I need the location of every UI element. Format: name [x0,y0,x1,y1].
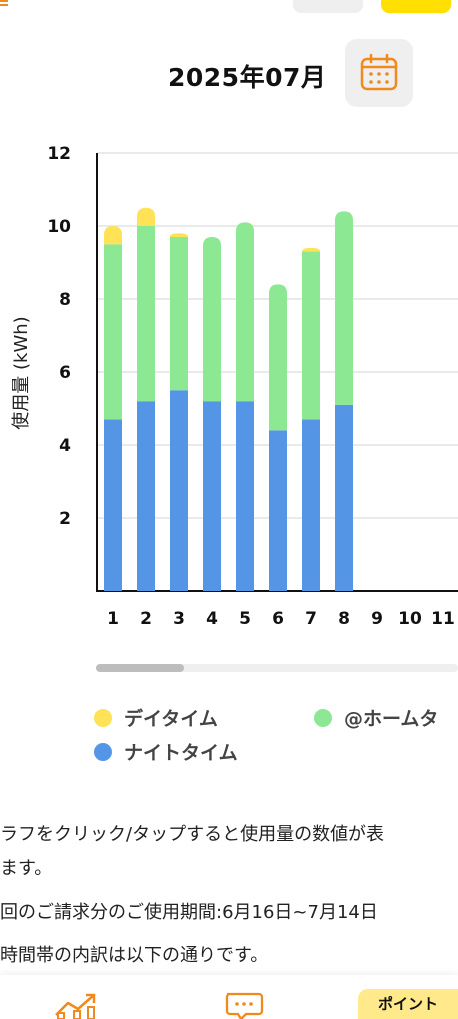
bar-segment[interactable] [236,222,254,402]
y-axis-label: 使用量 (kWh) [11,316,32,429]
point-button[interactable]: ポイント [358,989,458,1019]
y-tick-label: 10 [47,217,71,237]
x-tick-label[interactable]: 6 [272,609,284,629]
x-tick-label[interactable]: 7 [305,609,317,629]
x-tick-label[interactable]: 5 [239,609,251,629]
y-tick-label: 12 [47,144,71,164]
note-line-1b: ます。 [0,858,53,879]
bar-segment[interactable] [302,251,320,420]
bar-segment[interactable] [137,226,155,402]
bar-segment[interactable] [236,401,254,591]
chart-scrollbar[interactable] [96,664,458,672]
legend-dot-home [314,708,332,727]
bar-segment[interactable] [302,419,320,591]
top-button-right[interactable] [381,0,451,13]
legend-night[interactable]: ナイトタイム [94,738,238,765]
bar-segment[interactable] [104,244,122,420]
x-tick-label[interactable]: 2 [140,609,152,629]
bar-segment[interactable] [203,401,221,591]
calendar-button[interactable] [345,39,413,107]
y-tick-label: 2 [59,509,71,529]
bar-segment[interactable] [335,404,353,591]
legend-label-day: デイタイム [124,708,218,730]
legend-home[interactable]: @ホームタ [314,704,438,731]
bar-segment[interactable] [203,236,221,402]
bar-segment[interactable] [137,207,155,226]
bar-segment[interactable] [104,419,122,591]
bar-segment[interactable] [104,226,122,245]
x-tick-label[interactable]: 1 [107,609,119,629]
menu-icon[interactable] [0,0,8,13]
y-tick-label: 6 [59,363,71,383]
bar-segment[interactable] [302,247,320,252]
month-title: 2025年07月 [168,63,327,92]
x-tick-label[interactable]: 3 [173,609,185,629]
y-tick-label: 8 [59,290,71,310]
bar-segment[interactable] [335,211,353,405]
note-line-1: ラフをクリック/タップすると使用量の数値が表 [0,824,385,845]
bar-segment[interactable] [269,284,287,431]
bar-segment[interactable] [170,390,188,591]
note-line-2: 回のご請求分のご使用期間:6月16日~7月14日 [0,902,378,923]
top-button-left[interactable] [293,0,363,13]
y-tick-label: 4 [59,436,71,456]
bar-segment[interactable] [137,401,155,591]
x-tick-label[interactable]: 9 [371,609,383,629]
x-tick-label[interactable]: 10 [398,609,422,629]
calendar-icon [360,53,398,91]
bar-segment[interactable] [269,430,287,591]
chart-scroll-thumb[interactable] [96,664,184,672]
legend-dot-night [94,742,112,761]
usage-chart[interactable]: 2 4 6 8 10 12 使用量 (kWh) 1 2 3 4 5 6 7 8 9 10 11 [0,120,458,640]
legend-dot-day [94,708,112,727]
bottom-nav: ポイント [0,975,458,1019]
x-tick-label[interactable]: 8 [338,609,350,629]
graph-icon[interactable] [54,991,100,1019]
legend-day[interactable]: デイタイム [94,704,218,731]
legend-label-night: ナイトタイム [124,742,238,764]
note-line-3: 時間帯の内訳は以下の通りです。 [0,945,269,966]
bar-segment[interactable] [170,233,188,237]
chat-icon[interactable] [224,991,264,1019]
legend-label-home: @ホームタ [344,708,439,730]
x-tick-label[interactable]: 4 [206,609,218,629]
bar-segment[interactable] [170,236,188,391]
x-tick-label[interactable]: 11 [431,609,455,629]
